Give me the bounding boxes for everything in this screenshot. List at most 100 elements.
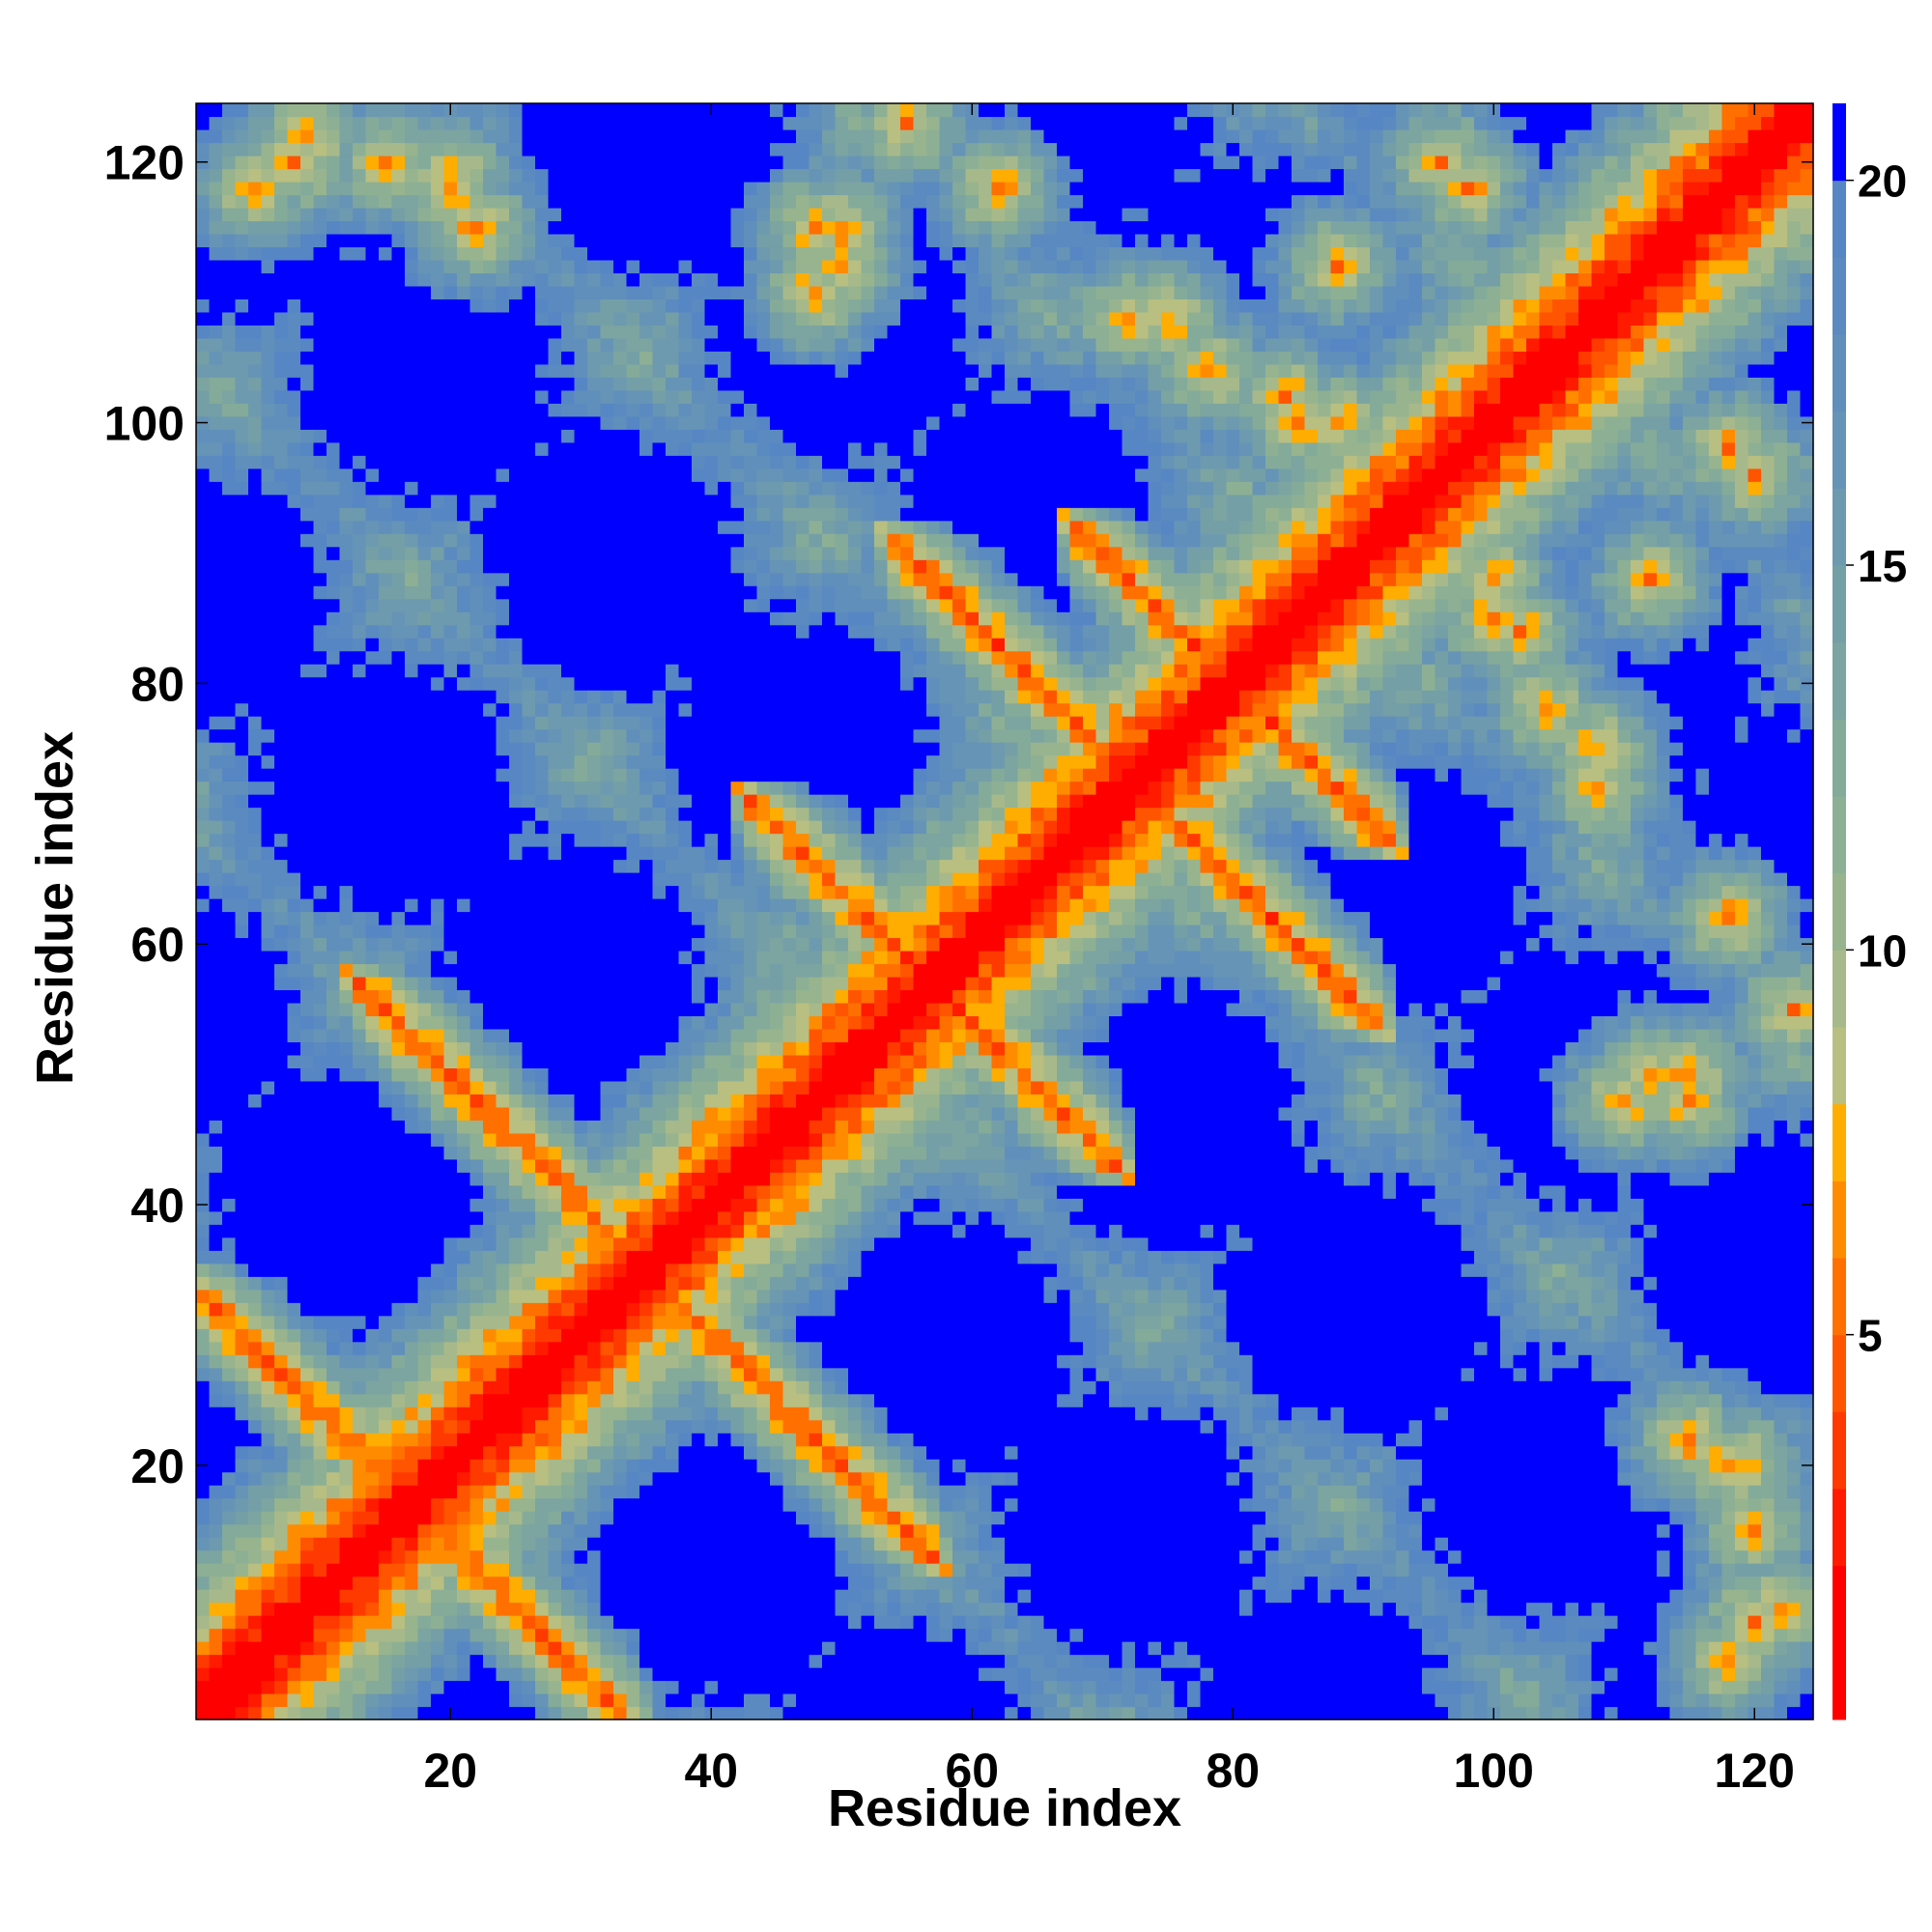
heatmap-cell bbox=[443, 298, 458, 313]
heatmap-cell bbox=[431, 1471, 445, 1486]
heatmap-cell bbox=[405, 520, 419, 534]
heatmap-cell bbox=[535, 298, 550, 313]
heatmap-cell bbox=[692, 781, 706, 795]
heatmap-cell bbox=[652, 572, 667, 586]
heatmap-cell bbox=[509, 507, 524, 522]
heatmap-cell bbox=[339, 728, 354, 743]
heatmap-cell bbox=[639, 1576, 654, 1590]
heatmap-cell bbox=[457, 1341, 471, 1355]
heatmap-cell bbox=[417, 377, 432, 391]
heatmap-cell bbox=[509, 155, 524, 170]
heatmap-cell bbox=[692, 716, 706, 730]
heatmap-cell bbox=[718, 1341, 732, 1355]
heatmap-cell bbox=[300, 1354, 315, 1369]
heatmap-cell bbox=[405, 1146, 419, 1160]
heatmap-cell bbox=[600, 1459, 614, 1473]
heatmap-cell bbox=[587, 950, 602, 965]
heatmap-cell bbox=[365, 1341, 380, 1355]
heatmap-cell bbox=[248, 220, 263, 235]
heatmap-cell bbox=[639, 742, 654, 756]
heatmap-cell bbox=[561, 142, 576, 156]
heatmap-cell bbox=[509, 1210, 524, 1225]
heatmap-cell bbox=[522, 1184, 536, 1199]
heatmap-cell bbox=[417, 1406, 432, 1421]
heatmap-cell bbox=[248, 820, 263, 835]
heatmap-cell bbox=[587, 1132, 602, 1147]
heatmap-cell bbox=[522, 716, 536, 730]
heatmap-cell bbox=[704, 351, 719, 365]
heatmap-cell bbox=[431, 1276, 445, 1291]
heatmap-cell bbox=[313, 533, 327, 548]
heatmap-cell bbox=[327, 246, 341, 261]
heatmap-cell bbox=[561, 351, 576, 365]
heatmap-cell bbox=[431, 168, 445, 183]
heatmap-cell bbox=[678, 1419, 693, 1434]
heatmap-cell bbox=[522, 1576, 536, 1590]
heatmap-cell bbox=[613, 103, 628, 118]
heatmap-cell bbox=[626, 650, 640, 665]
heatmap-cell bbox=[469, 794, 484, 809]
heatmap-cell bbox=[600, 1224, 614, 1238]
heatmap-cell bbox=[626, 664, 640, 678]
heatmap-cell bbox=[391, 885, 406, 899]
heatmap-cell bbox=[704, 611, 719, 626]
heatmap-cell bbox=[574, 494, 588, 508]
heatmap-cell bbox=[261, 1628, 275, 1642]
heatmap-cell bbox=[261, 285, 275, 299]
heatmap-cell bbox=[469, 103, 484, 118]
heatmap-cell bbox=[535, 728, 550, 743]
heatmap-cell bbox=[379, 716, 393, 730]
heatmap-cell bbox=[235, 1132, 249, 1147]
heatmap-cell bbox=[613, 1146, 628, 1160]
heatmap-cell bbox=[300, 885, 315, 899]
heatmap-cell bbox=[300, 298, 315, 313]
heatmap-cell bbox=[209, 754, 223, 769]
heatmap-cell bbox=[652, 1106, 667, 1121]
heatmap-cell bbox=[587, 455, 602, 469]
heatmap-cell bbox=[405, 950, 419, 965]
heatmap-cell bbox=[639, 1302, 654, 1317]
heatmap-cell bbox=[313, 494, 327, 508]
heatmap-cell bbox=[248, 846, 263, 861]
heatmap-cell bbox=[443, 1341, 458, 1355]
heatmap-cell bbox=[483, 611, 497, 626]
heatmap-cell bbox=[600, 1002, 614, 1017]
heatmap-cell bbox=[274, 781, 289, 795]
heatmap-cell bbox=[483, 272, 497, 287]
heatmap-cell bbox=[509, 664, 524, 678]
heatmap-cell bbox=[548, 1641, 562, 1656]
heatmap-cell bbox=[287, 1289, 301, 1303]
heatmap-cell bbox=[300, 911, 315, 925]
heatmap-cell bbox=[678, 1289, 693, 1303]
heatmap-cell bbox=[274, 311, 289, 326]
heatmap-cell bbox=[248, 1393, 263, 1407]
heatmap-cell bbox=[509, 298, 524, 313]
heatmap-cell bbox=[261, 1471, 275, 1486]
heatmap-cell bbox=[692, 533, 706, 548]
heatmap-cell bbox=[639, 207, 654, 222]
heatmap-cell bbox=[692, 898, 706, 913]
heatmap-cell bbox=[379, 1654, 393, 1668]
heatmap-cell bbox=[287, 768, 301, 782]
heatmap-cell bbox=[666, 1146, 680, 1160]
heatmap-cell bbox=[274, 1289, 289, 1303]
heatmap-cell bbox=[391, 1406, 406, 1421]
heatmap-cell bbox=[339, 664, 354, 678]
heatmap-cell bbox=[379, 859, 393, 873]
heatmap-cell bbox=[535, 1445, 550, 1460]
heatmap-cell bbox=[431, 1693, 445, 1708]
heatmap-cell bbox=[704, 363, 719, 378]
heatmap-cell bbox=[261, 455, 275, 469]
heatmap-cell bbox=[339, 377, 354, 391]
heatmap-cell bbox=[327, 455, 341, 469]
heatmap-cell bbox=[327, 1015, 341, 1030]
heatmap-cell bbox=[678, 1067, 693, 1082]
heatmap-cell bbox=[522, 1028, 536, 1043]
heatmap-cell bbox=[405, 650, 419, 665]
heatmap-cell bbox=[431, 1367, 445, 1381]
heatmap-cell bbox=[692, 1146, 706, 1160]
heatmap-cell bbox=[496, 363, 510, 378]
heatmap-cell bbox=[574, 220, 588, 235]
heatmap-cell bbox=[600, 1315, 614, 1329]
heatmap-cell bbox=[365, 298, 380, 313]
